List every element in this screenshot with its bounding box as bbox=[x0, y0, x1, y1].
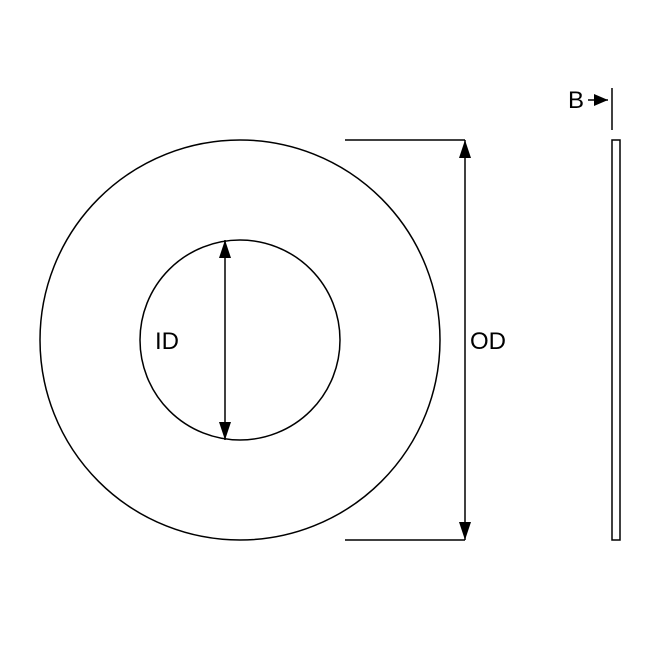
od-arrow-top bbox=[459, 140, 471, 158]
outer-circle bbox=[40, 140, 440, 540]
od-label: OD bbox=[470, 328, 506, 356]
side-view-rect bbox=[612, 140, 620, 540]
b-arrow-right bbox=[594, 94, 608, 106]
id-arrow-bottom bbox=[219, 422, 231, 440]
b-label: B bbox=[568, 87, 584, 115]
od-arrow-bottom bbox=[459, 522, 471, 540]
id-arrow-top bbox=[219, 240, 231, 258]
id-label: ID bbox=[155, 328, 179, 356]
